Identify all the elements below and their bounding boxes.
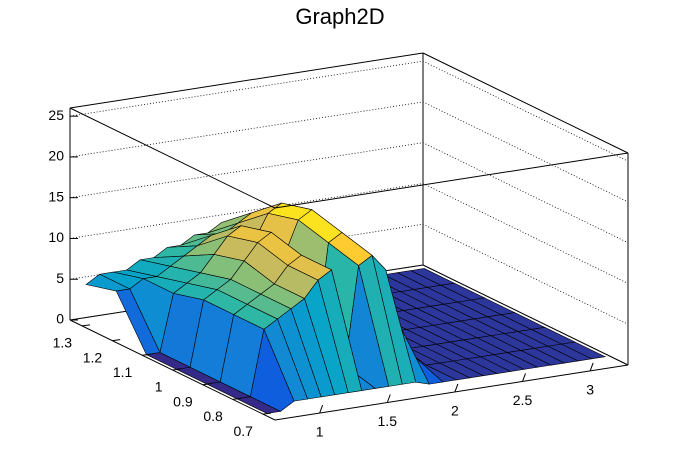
z-tick-label: 0 [56, 311, 64, 327]
y-tick [142, 353, 151, 356]
x-tick [589, 362, 594, 372]
x-axis [274, 364, 629, 421]
x-tick [522, 373, 526, 382]
box-edge [274, 152, 629, 209]
box-edge [422, 52, 629, 154]
box-edge [69, 107, 276, 209]
z-tick-label: 25 [48, 107, 64, 123]
y-tick [172, 368, 181, 371]
x-tick-label: 1 [316, 424, 324, 440]
y-tick [232, 397, 241, 400]
x-tick [386, 394, 391, 403]
y-tick [262, 412, 272, 415]
box-edge [422, 264, 629, 366]
z-tick-label: 5 [56, 270, 64, 286]
box-edge [69, 52, 424, 109]
y-tick [112, 339, 121, 342]
y-tick [202, 383, 211, 386]
z-tick-label: 15 [48, 188, 64, 204]
y-tick-label: 0.9 [173, 393, 193, 409]
z-tick-label: 20 [48, 148, 64, 164]
y-tick [81, 324, 91, 327]
y-tick-label: 1 [155, 379, 163, 395]
x-tick-label: 1.5 [378, 413, 398, 429]
x-tick [454, 383, 459, 393]
y-tick-label: 1.2 [83, 349, 103, 365]
x-tick-label: 3 [586, 382, 594, 398]
x-tick [319, 404, 324, 414]
z-tick-label: 10 [48, 229, 64, 245]
y-tick-label: 1.3 [53, 335, 73, 351]
x-tick-label: 2 [451, 403, 459, 419]
y-tick-label: 0.8 [203, 408, 223, 424]
x-tick-label: 2.5 [513, 392, 533, 408]
y-tick-label: 1.1 [113, 364, 133, 380]
chart-title: Graph2D [295, 4, 384, 29]
surface-cell [235, 396, 282, 414]
y-tick-label: 0.7 [233, 423, 253, 439]
